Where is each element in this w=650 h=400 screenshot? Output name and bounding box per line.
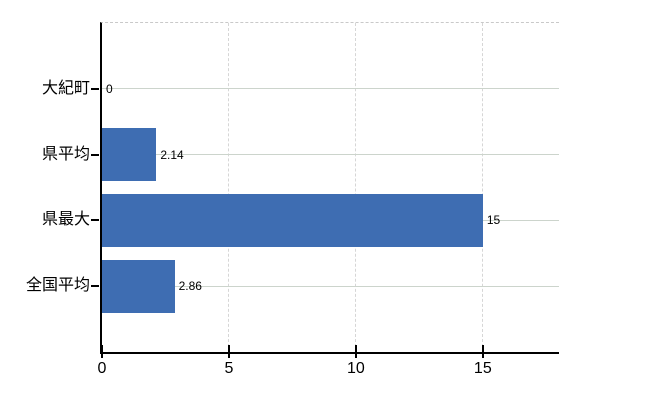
y-tick [91,219,99,222]
x-tick [354,345,357,358]
v-gridline [228,23,230,352]
bar [102,193,483,247]
x-tick [101,345,103,358]
y-tick [91,87,99,90]
category-label: 県最大 [41,211,90,229]
x-tick [481,345,484,358]
bar-value-label: 15 [486,213,501,228]
x-tick-label: 10 [346,360,365,377]
x-tick-label: 5 [224,360,234,377]
category-label: 県平均 [41,145,90,163]
h-gridline [102,285,559,287]
y-tick [91,285,99,288]
h-gridline [102,154,559,156]
plot-area: 大紀町県平均県最大全国平均 0 5 10 15 0 2.14 15 2.86 [26,22,559,377]
bar [102,128,157,182]
bar-value-label: 0 [106,81,113,96]
bar-value-label: 2.86 [178,279,202,294]
v-gridline [482,23,484,352]
bar-value-label: 2.14 [160,147,184,162]
x-tick-label: 0 [97,360,107,377]
bar [102,259,175,313]
h-gridline [102,88,559,90]
category-label: 大紀町 [41,79,90,97]
y-tick [91,153,99,156]
x-tick-label: 15 [473,360,492,377]
v-gridline [355,23,357,352]
category-label: 全国平均 [25,277,90,295]
x-tick [227,345,230,358]
